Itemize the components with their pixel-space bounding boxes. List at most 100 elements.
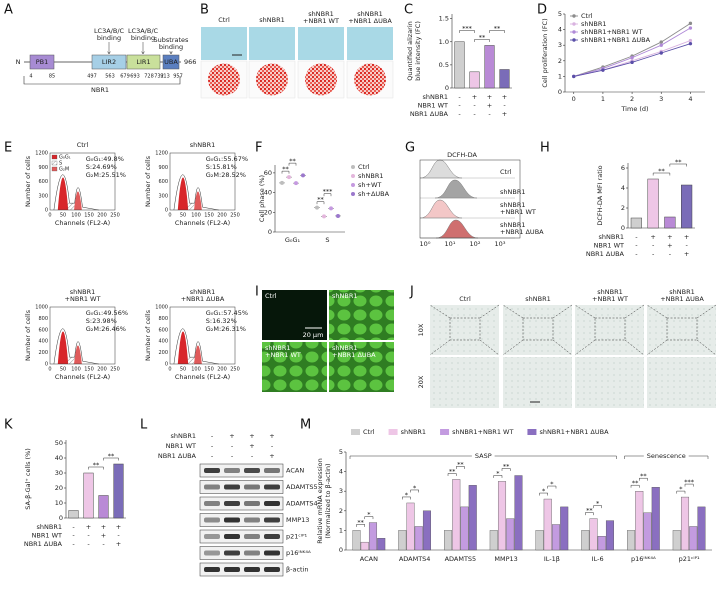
significance-label: * [679,485,683,493]
phase-stat: S:15.81% [206,163,237,171]
legend-label: Ctrl [363,428,375,436]
panel-letter: F [255,141,262,156]
data-point [280,180,284,185]
y-axis-label: Relative mRNA expression [316,458,324,544]
band [244,501,260,506]
phase-stat: G₀G₁:49.56% [86,309,128,317]
g2-peak [74,191,82,210]
band [244,468,260,473]
condition-mark: - [117,532,120,540]
position-label: 497 [87,74,97,80]
y-tick-label: 50 [55,439,63,447]
bar [627,530,636,551]
if-label: shNBR1 [332,344,357,352]
band [224,550,240,556]
bar [560,506,569,551]
legend-swatch [351,429,360,435]
significance-bracket [410,489,419,493]
y-axis-label: Number of cells [144,309,152,361]
condition-mark: + [667,233,672,241]
y-tick-label: 30 [55,469,63,477]
c-terminus: 966 [184,58,196,66]
y-tick-label: 40 [55,454,63,462]
condition-mark: + [487,102,492,110]
panel-letter: I [255,285,259,300]
condition-mark: + [472,93,477,101]
panel-letter: E [4,141,12,156]
x-tick-label: 10⁰ [420,240,431,248]
domain-label: LIR1 [136,58,150,66]
x-tick-label: 200 [97,213,107,219]
y-tick-label: 200 [38,350,48,356]
plot-title: shNBR1 [190,288,215,296]
x-tick-label: 1 [601,95,605,103]
group-label: +NBR1 ΔUBA [348,17,392,25]
significance-bracket [364,516,374,520]
band [224,517,240,523]
stain-image [647,357,716,408]
domain-label: PB1 [36,58,49,66]
band [244,534,260,539]
y-tick-label: 0 [445,84,449,92]
bar [680,496,690,551]
bar [83,472,94,519]
y-tick-label: 600 [158,179,168,185]
if-label: Ctrl [265,292,277,300]
x-tick-label: 100 [191,213,201,219]
domain-label: UBA [164,58,178,66]
significance-label: ** [640,472,647,480]
position-label: 732 [154,74,164,80]
x-tick-label: IL-1β [544,555,560,563]
position-label: 957 [173,74,183,80]
stain-image [249,27,295,60]
significance-label: * [550,480,554,488]
legend-label: sh+WT [358,181,381,189]
stain-image [430,357,499,408]
x-tick-label: 250 [110,367,120,373]
position-label: 913 [160,74,170,80]
legend-swatch [440,429,450,435]
condition-mark: + [249,432,254,440]
bar [454,41,465,89]
x-tick-label: 0 [48,213,51,219]
significance-label: *** [462,24,473,32]
phase-stat: G₂M:28.52% [206,171,246,179]
condition-mark: + [487,93,492,101]
group-label: Senescence [647,452,686,460]
y-tick-label: 2 [621,204,625,212]
condition-mark: - [635,242,638,250]
band [264,550,280,556]
x-axis-label: Channels (FL2-A) [175,373,230,381]
condition-mark: + [101,523,106,531]
data-point [659,51,663,55]
y-tick-label: 2 [558,57,562,65]
annotation-label: Substrates [154,36,190,44]
data-point [688,21,693,26]
x-tick-label: 2 [630,95,634,103]
s-phase [186,203,196,210]
annotation-arrow [169,51,173,55]
x-tick-label: 100 [71,367,81,373]
x-tick-label: 10³ [495,240,506,248]
x-axis-label: Channels (FL2-A) [55,219,110,227]
phase-stat: G₀G₁:55.67% [206,155,248,163]
group-label: shNBR1 [669,288,694,296]
stained-dish [256,63,288,96]
panel-letter: J [409,285,414,300]
band [264,567,280,572]
zoom-box [429,304,500,356]
plot-frame [49,152,116,211]
y-axis-label: Cell proliferation (FC) [541,18,549,87]
if-label: shNBR1 [332,292,357,300]
legend-marker [351,174,355,178]
y-tick-label: 600 [38,179,48,185]
condition-mark: - [685,242,688,250]
condition-mark: - [473,102,476,110]
phase-stat: G₂M:26.31% [206,325,246,333]
significance-bracket [676,490,686,494]
legend-label: shNBR1+NBR1 ΔUBA [581,36,651,44]
annotation-label: binding [131,34,155,42]
x-tick-label: 150 [204,367,214,373]
legend-marker [351,183,355,187]
band [244,517,260,523]
